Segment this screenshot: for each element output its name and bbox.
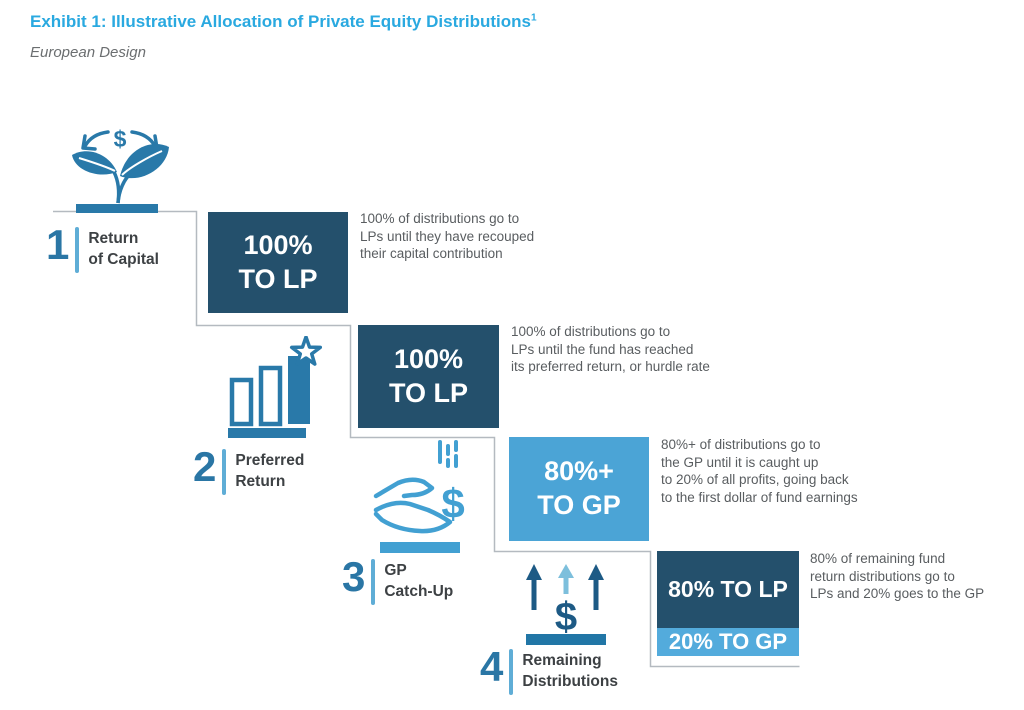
step-4-label: Remaining Distributions (522, 652, 618, 690)
step-1-description: 100% of distributions go to LPs until th… (360, 211, 535, 261)
step-2-label: Preferred Return (235, 452, 305, 490)
hand-catching-money-icon: $ (373, 440, 465, 553)
step-3-separator (371, 559, 376, 605)
step-1-separator (75, 227, 80, 273)
step-2-number: 2 (193, 443, 216, 490)
svg-text:$: $ (441, 480, 464, 527)
step-4-number: 4 (480, 643, 503, 690)
step-2-description: 100% of distributions go to LPs until th… (511, 324, 710, 374)
step-4-allocation-lp: 80% TO LP (657, 551, 799, 628)
page-title: Exhibit 1: Illustrative Allocation of Pr… (30, 12, 537, 32)
step-3-number: 3 (342, 553, 365, 600)
step-4-separator (509, 649, 514, 695)
step-4-label-group: 4 Remaining Distributions (480, 643, 618, 695)
step-4-allocation-box: 80% TO LP 20% TO GP (657, 551, 799, 656)
exhibit-title-text: Exhibit 1: Illustrative Allocation of Pr… (30, 12, 531, 31)
step-1-label-group: 1 Return of Capital (46, 221, 159, 273)
svg-text:$: $ (555, 595, 577, 639)
exhibit-subtitle: European Design (30, 44, 146, 61)
step-1-label: Return of Capital (88, 230, 159, 268)
step-3-description: 80%+ of distributions go to the GP until… (661, 437, 858, 505)
growth-bars-star-icon (228, 336, 323, 438)
step-1-allocation-box: 100% TO LP (208, 212, 348, 313)
step-2-allocation-box: 100% TO LP (358, 325, 499, 428)
step-3-allocation-box: 80%+ TO GP (509, 437, 649, 541)
step-4-description: 80% of remaining fund return distributio… (810, 551, 985, 601)
step-2-separator (222, 449, 227, 495)
step-4-allocation-gp: 20% TO GP (657, 628, 799, 656)
rising-arrows-money-icon: $ (526, 564, 606, 645)
money-plant-icon: $ (72, 126, 169, 213)
svg-text:$: $ (114, 126, 127, 152)
step-3-label: GP Catch-Up (384, 562, 454, 600)
step-3-label-group: 3 GP Catch-Up (342, 553, 454, 605)
footnote-marker: 1 (530, 12, 537, 24)
step-2-label-group: 2 Preferred Return (193, 443, 305, 495)
step-1-number: 1 (46, 221, 69, 268)
